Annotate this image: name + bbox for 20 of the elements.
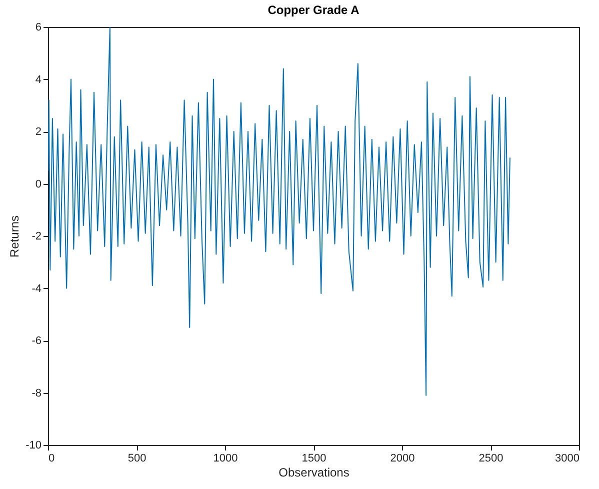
x-tick-label: 2500 [478, 452, 504, 464]
x-axis-title: Observations [278, 466, 350, 480]
y-tick-label: -10 [26, 440, 42, 452]
y-tick-label: -4 [32, 282, 42, 295]
y-tick-label: 0 [35, 178, 42, 190]
x-tick-label: 0 [48, 452, 55, 464]
x-tick-label: 1500 [302, 452, 326, 464]
y-tick-label: 4 [35, 74, 42, 86]
x-tick-label: 2000 [390, 452, 415, 464]
y-tick-label: -2 [32, 230, 42, 242]
x-tick-label: 1000 [213, 452, 238, 464]
y-tick-label: -8 [32, 387, 42, 400]
x-tick-label: 500 [128, 452, 146, 464]
y-tick-label: 2 [35, 126, 42, 138]
y-axis-title: Returns [8, 215, 22, 258]
chart-title: Copper Grade A [268, 3, 360, 17]
x-tick-label: 3000 [555, 452, 580, 464]
y-tick-label: -6 [32, 335, 42, 347]
y-tick-label: 6 [35, 22, 42, 34]
line-series [48, 27, 510, 396]
